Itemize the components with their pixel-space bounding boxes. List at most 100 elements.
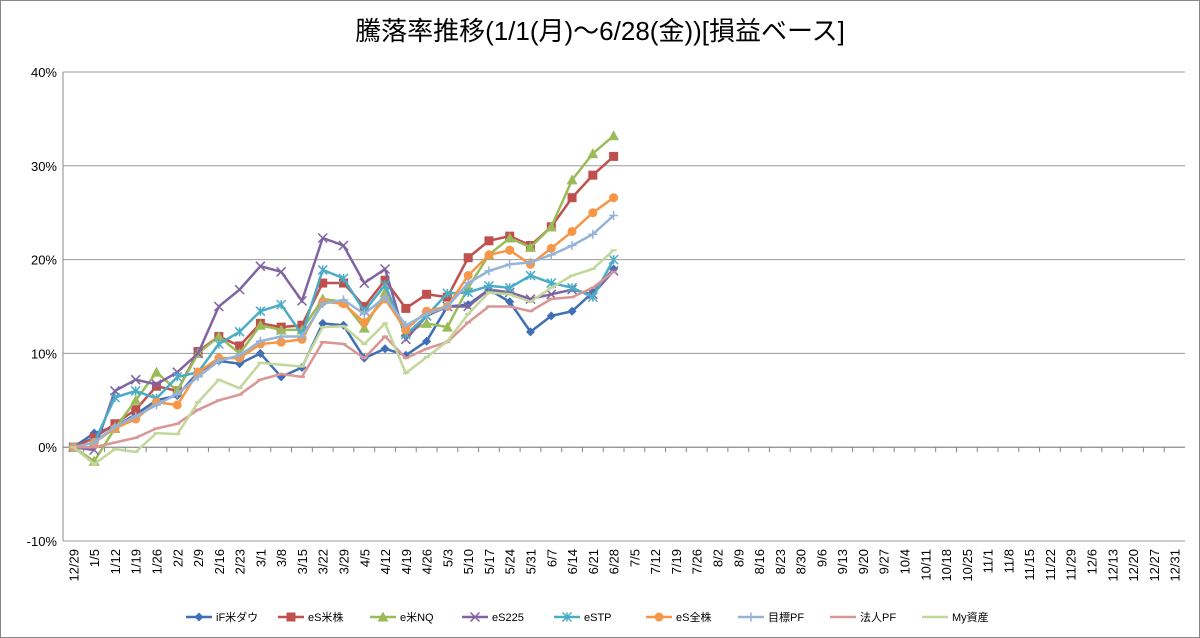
marker <box>110 422 120 432</box>
marker <box>318 299 328 309</box>
x-tick-label: 1/5 <box>87 549 102 567</box>
marker <box>469 611 481 623</box>
x-tick-label: 10/4 <box>898 549 913 574</box>
marker <box>526 257 535 267</box>
marker <box>421 317 433 328</box>
marker <box>358 322 370 333</box>
x-tick-label: 11/29 <box>1064 549 1079 581</box>
marker <box>422 289 432 299</box>
x-tick-label: 5/10 <box>461 549 476 574</box>
marker <box>131 411 141 421</box>
x-tick-label: 8/2 <box>711 549 726 567</box>
marker <box>526 327 535 337</box>
marker <box>276 299 287 310</box>
x-tick-label: 5/24 <box>503 549 518 574</box>
marker <box>151 379 162 390</box>
x-tick-label: 8/30 <box>794 549 809 574</box>
marker <box>400 334 411 345</box>
x-tick-label: 6/28 <box>607 549 622 574</box>
x-tick-label: 7/19 <box>669 549 684 574</box>
x-tick-label: 10/11 <box>918 549 933 581</box>
x-tick-label: 7/26 <box>690 549 705 574</box>
marker <box>608 130 620 141</box>
y-tick-label: 30% <box>31 159 57 174</box>
x-tick-label: 10/25 <box>960 549 975 582</box>
marker <box>505 297 515 307</box>
x-tick-label: 4/19 <box>399 549 414 574</box>
marker <box>214 356 224 366</box>
marker <box>317 232 328 244</box>
marker <box>505 259 515 269</box>
marker <box>483 280 494 291</box>
marker <box>380 263 391 275</box>
marker <box>89 438 99 448</box>
legend-label: eS全株 <box>676 610 711 624</box>
legend-label: eSTP <box>584 612 612 624</box>
x-tick-label: 4/5 <box>357 549 372 567</box>
marker <box>545 221 557 232</box>
marker <box>254 319 266 330</box>
x-tick-label: 9/13 <box>835 549 850 574</box>
x-tick-label: 8/23 <box>773 549 788 574</box>
marker <box>359 278 370 289</box>
x-tick-label: 3/1 <box>253 549 268 567</box>
x-tick-label: 1/12 <box>108 549 123 574</box>
marker <box>484 250 494 260</box>
marker <box>318 278 328 288</box>
marker <box>338 273 349 284</box>
marker <box>401 325 411 335</box>
marker <box>608 254 619 265</box>
x-tick-label: 2/23 <box>233 549 248 574</box>
x-tick-label: 5/17 <box>482 549 497 574</box>
marker <box>131 405 141 415</box>
x-tick-label: 5/31 <box>524 549 539 574</box>
marker <box>566 174 578 185</box>
x-tick-label: 7/12 <box>648 549 663 574</box>
marker <box>130 394 142 405</box>
marker <box>255 306 266 317</box>
marker <box>525 241 536 252</box>
marker <box>380 344 390 354</box>
y-tick-label: 10% <box>31 346 57 361</box>
marker <box>152 400 161 410</box>
marker <box>377 611 389 622</box>
marker <box>484 266 494 276</box>
marker <box>89 433 99 443</box>
marker <box>213 301 224 312</box>
marker <box>546 243 556 253</box>
y-tick-label: 20% <box>31 253 57 268</box>
marker <box>235 350 245 360</box>
marker <box>380 279 391 290</box>
marker <box>275 324 287 335</box>
marker <box>567 282 578 293</box>
marker <box>442 288 453 299</box>
legend-label: eS米株 <box>308 610 343 624</box>
x-tick-label: 11/22 <box>1043 549 1058 581</box>
marker <box>561 611 573 623</box>
x-tick-label: 4/12 <box>378 549 393 574</box>
marker <box>546 289 557 300</box>
marker <box>484 236 494 246</box>
marker <box>338 240 349 251</box>
marker <box>213 338 224 350</box>
x-tick-label: 2/2 <box>170 549 185 567</box>
marker <box>609 193 619 203</box>
x-tick-label: 12/31 <box>1168 549 1183 582</box>
x-tick-label: 12/27 <box>1147 549 1162 582</box>
marker <box>463 271 473 281</box>
marker <box>234 326 245 337</box>
marker <box>193 372 203 382</box>
x-tick-label: 3/22 <box>316 549 331 574</box>
x-tick-label: 11/1 <box>981 549 996 573</box>
marker <box>318 318 328 328</box>
marker <box>234 284 245 295</box>
marker <box>442 302 452 311</box>
x-tick-label: 10/18 <box>939 549 954 582</box>
x-tick-label: 1/19 <box>129 549 144 574</box>
marker <box>339 295 348 305</box>
x-tick-label: 12/13 <box>1105 549 1120 582</box>
marker <box>463 278 473 288</box>
marker <box>567 306 577 316</box>
marker <box>504 232 516 243</box>
marker <box>276 337 286 347</box>
